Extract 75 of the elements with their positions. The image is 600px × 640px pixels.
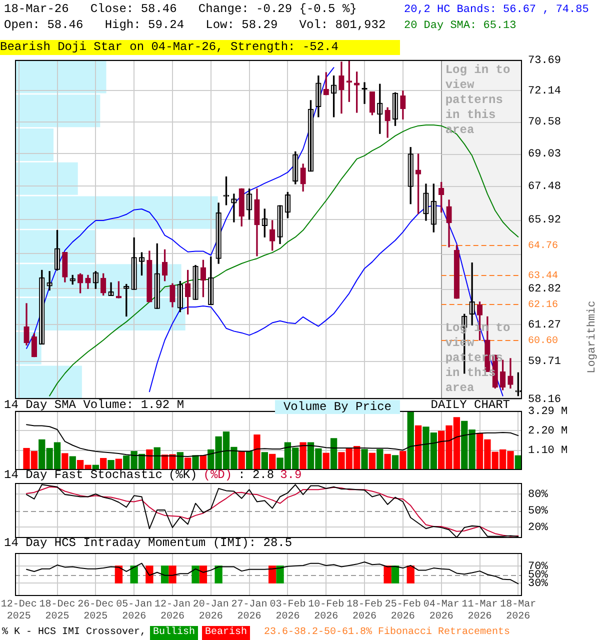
x-tick-label: 20-Jan 2026 (192, 600, 229, 623)
x-tick-label: 04-Mar 2026 (423, 600, 460, 623)
x-tick-label: 26-Dec 2025 (78, 600, 114, 623)
y-tick-label: 62.82 (528, 284, 562, 296)
bar (146, 449, 153, 470)
y-tick-label: 73.69 (528, 54, 562, 67)
text: Bearish Doji Star on 04-Mar-26, Strength: -52.4 (0, 40, 400, 55)
bar (368, 452, 376, 470)
text: 20,2 HC Bands: 56.67 , 74.85 (404, 4, 589, 16)
bar (384, 454, 391, 470)
series-label: (%K) (168, 468, 198, 482)
annotation: 3.9 (280, 468, 302, 482)
y-tick-label: 72.14 (528, 85, 562, 98)
ref-line-label: 62.16 (528, 300, 558, 312)
x-tick-label: 10-Feb 2026 (308, 598, 344, 623)
bar (69, 456, 76, 470)
y-axis-title: Logarithmic (585, 300, 600, 374)
bar (184, 458, 192, 470)
chart-subtitle: Open: 58.46 High: 59.24 Low: 58.29 Vol: 801,932 (4, 18, 386, 32)
y-tick-label: 65.92 (528, 214, 562, 227)
bar (322, 452, 330, 470)
bar (115, 458, 122, 470)
bar (361, 449, 368, 470)
bar (108, 460, 114, 470)
annotation: : 2.8 (238, 468, 274, 482)
y-tick-label: 3.29 M (528, 406, 568, 418)
y-tick-label: 70.58 (528, 116, 562, 129)
x-tick-label: 11-Mar 2026 (462, 600, 498, 623)
x-tick-label: 25-Feb 2026 (384, 598, 421, 623)
x-tick-label: 05-Jan 2026 (116, 600, 152, 623)
bar (400, 451, 406, 470)
bar (407, 412, 414, 470)
y-tick-label: 67.48 (528, 181, 562, 194)
chart-title: 14 Day Fast Stochastic (4, 468, 162, 482)
ref-line-label: 63.44 (528, 271, 558, 282)
chart-title: 14 Day HCS Intraday Momentum (IMI): 28.5 (4, 536, 292, 550)
annotation: DAILY CHART (430, 398, 510, 412)
chart-title: 18-Mar-26 Close: 58.46 Change: -0.29 {-0.5 %} (4, 2, 357, 16)
bar (376, 449, 384, 470)
legend-title: % K - HCS IMI Crossover, (2, 626, 146, 640)
y-tick-label: 50% (528, 505, 548, 518)
x-tick-label: 12-Dec 2025 (0, 600, 37, 623)
bar (269, 454, 276, 470)
bar (261, 452, 268, 470)
series-label: (%D) (203, 468, 232, 482)
y-tick-label: 61.27 (528, 319, 562, 332)
x-tick-label: 18-Feb 2026 (346, 598, 383, 623)
y-tick-label: 80% (528, 488, 548, 501)
y-tick-label: 69.03 (528, 148, 562, 160)
y-tick-label: 1.10 M (528, 445, 568, 458)
text: Bearish (202, 626, 250, 640)
text: 23.6-38.2-50-61.8% Fibonacci Retracements (264, 626, 510, 640)
y-tick-label: 58.16 (528, 394, 562, 406)
ref-line-label: 60.60 (528, 336, 558, 348)
ref-line-label: 64.76 (528, 241, 558, 252)
y-tick-label: 20% (528, 522, 548, 534)
x-tick-label: 03-Feb 2026 (270, 598, 306, 623)
bar (300, 442, 306, 470)
bar (100, 458, 107, 470)
bar (62, 453, 68, 470)
bar (414, 425, 422, 470)
bar (330, 438, 338, 470)
x-tick-label: 12-Jan 2026 (154, 600, 190, 623)
text: Bullish (150, 626, 198, 640)
y-tick-label: 59.71 (528, 356, 562, 368)
annotation: Volume By Price (275, 400, 400, 414)
x-tick-label: 18-Dec 2025 (39, 600, 76, 623)
x-tick-label: 18-Mar 2026 (500, 600, 536, 623)
chart-title: 14 Day SMA Volume: 1.92 M (4, 398, 184, 412)
bar (392, 455, 399, 470)
x-tick-label: 27-Jan 2026 (231, 600, 268, 623)
text: 20 Day SMA: 65.13 (404, 20, 516, 32)
bar (254, 434, 260, 470)
y-tick-label: 2.20 M (528, 425, 568, 438)
bar (192, 455, 199, 470)
